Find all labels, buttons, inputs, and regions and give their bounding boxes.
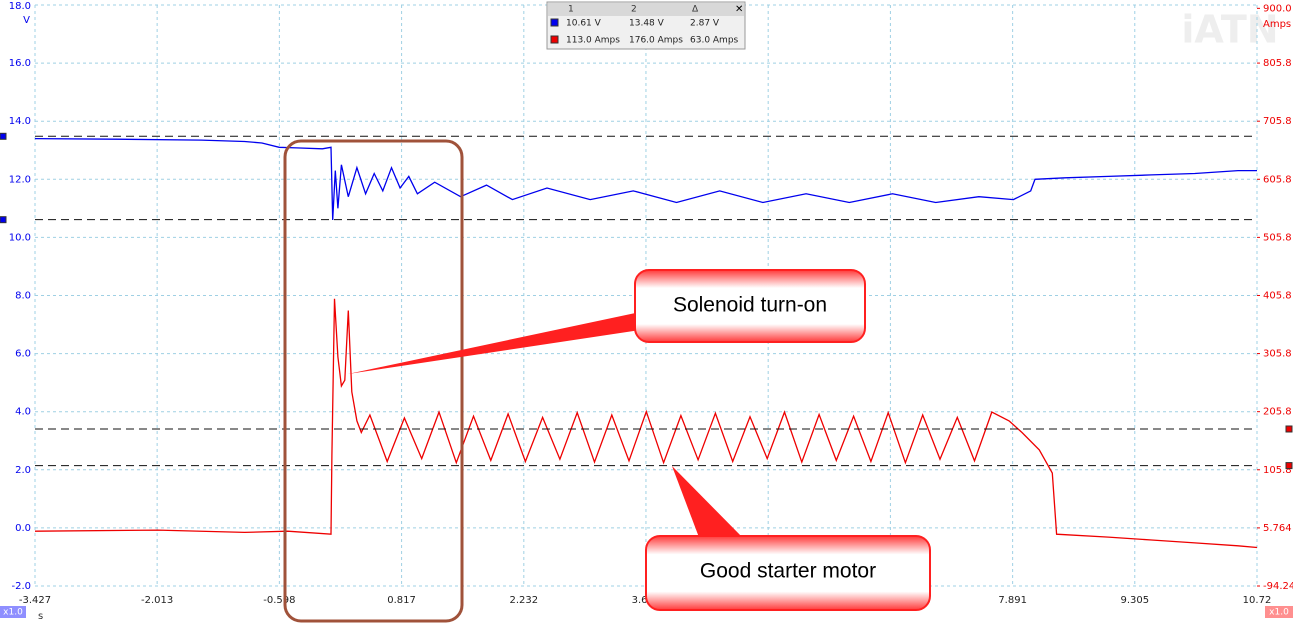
y-tick-label: 18.0 xyxy=(9,1,31,12)
x-scale-badge xyxy=(0,606,26,618)
y-tick-label: 16.0 xyxy=(9,58,31,69)
y-tick-label: 14.0 xyxy=(9,116,31,127)
y-tick-label: 12.0 xyxy=(9,174,31,185)
callout-box xyxy=(645,535,931,611)
row-swatch xyxy=(550,18,559,27)
readout-value: 63.0 Amps xyxy=(690,36,739,46)
readout-value: 13.48 V xyxy=(629,19,665,29)
readout-value: 176.0 Amps xyxy=(629,36,683,46)
readout-header-text: Δ xyxy=(692,5,699,15)
y-tick-label: 0.0 xyxy=(15,523,31,534)
cursor-handle xyxy=(1285,462,1293,470)
y2-tick-label: 5.764 xyxy=(1263,523,1292,534)
y-tick-label: 6.0 xyxy=(15,349,31,360)
waveform xyxy=(34,298,1258,549)
y-unit: V xyxy=(23,15,30,26)
callouts: Solenoid turn-on Good starter motor xyxy=(348,269,931,611)
y2-tick-label: 805.8 xyxy=(1263,58,1292,69)
x-scale-badge-text: x1.0 xyxy=(3,608,23,618)
x-tick-label: 10.72 xyxy=(1243,595,1272,606)
y-tick-label: 4.0 xyxy=(15,407,31,418)
readout-header-text: 2 xyxy=(631,5,637,15)
y2-scale-badge-text: x1.0 xyxy=(1269,608,1289,618)
row-swatch xyxy=(550,35,559,44)
x-tick-label: -3.427 xyxy=(19,595,51,606)
cursor-handle xyxy=(1285,425,1293,433)
callout-pointer xyxy=(672,466,745,540)
y2-tick-label: 205.8 xyxy=(1263,407,1292,418)
callout-text: Solenoid turn-on xyxy=(673,294,827,317)
y-tick-label: 8.0 xyxy=(15,291,31,302)
x-tick-label: 7.891 xyxy=(998,595,1027,606)
cursor-readout: ✕ 1 2 Δ 10.61 V 13.48 V 2.87 V 113.0 Amps 176.0… xyxy=(546,1,746,50)
readout-value: 113.0 Amps xyxy=(566,36,620,46)
y2-tick-label: 505.8 xyxy=(1263,232,1292,243)
y-tick-label: 10.0 xyxy=(9,232,31,243)
y2-tick-label: 105.8 xyxy=(1263,465,1292,476)
highlight-box xyxy=(283,139,464,623)
y2-tick-label: -94.24 xyxy=(1263,581,1293,592)
y2-scale-badge xyxy=(1265,606,1293,618)
plot-area: -3.427-2.013-0.5980.8172.2323.6465.0616.… xyxy=(0,1,1293,606)
readout-value: 2.87 V xyxy=(690,19,720,29)
y2-tick-label: 405.8 xyxy=(1263,290,1292,301)
readout-value: 10.61 V xyxy=(566,19,602,29)
watermark: iATN xyxy=(1181,8,1278,52)
x-tick-label: 2.232 xyxy=(509,595,538,606)
waveform xyxy=(34,137,1257,221)
cursor-handle xyxy=(0,216,7,224)
x-tick-label: -0.598 xyxy=(263,595,295,606)
x-tick-label: -2.013 xyxy=(141,595,173,606)
readout-header xyxy=(548,3,744,16)
callout-text: Good starter motor xyxy=(700,560,876,583)
x-unit: s xyxy=(38,611,43,622)
cursor-handle xyxy=(0,132,7,140)
close-button[interactable]: ✕ xyxy=(735,4,743,15)
y-tick-label: 2.0 xyxy=(15,465,31,476)
y2-tick-label: 705.8 xyxy=(1263,116,1292,127)
y2-tick-label: 305.8 xyxy=(1263,349,1292,360)
x-tick-label: 9.305 xyxy=(1120,595,1149,606)
y2-tick-label: 900.0 xyxy=(1263,3,1292,14)
y-tick-label: -2.0 xyxy=(11,581,31,592)
readout-header-text: 1 xyxy=(568,5,574,15)
callout-pointer xyxy=(348,312,640,374)
y2-tick-label: 605.8 xyxy=(1263,174,1292,185)
callout-box xyxy=(634,269,866,343)
x-tick-label: 0.817 xyxy=(387,595,416,606)
y2-unit: Amps xyxy=(1263,19,1291,30)
